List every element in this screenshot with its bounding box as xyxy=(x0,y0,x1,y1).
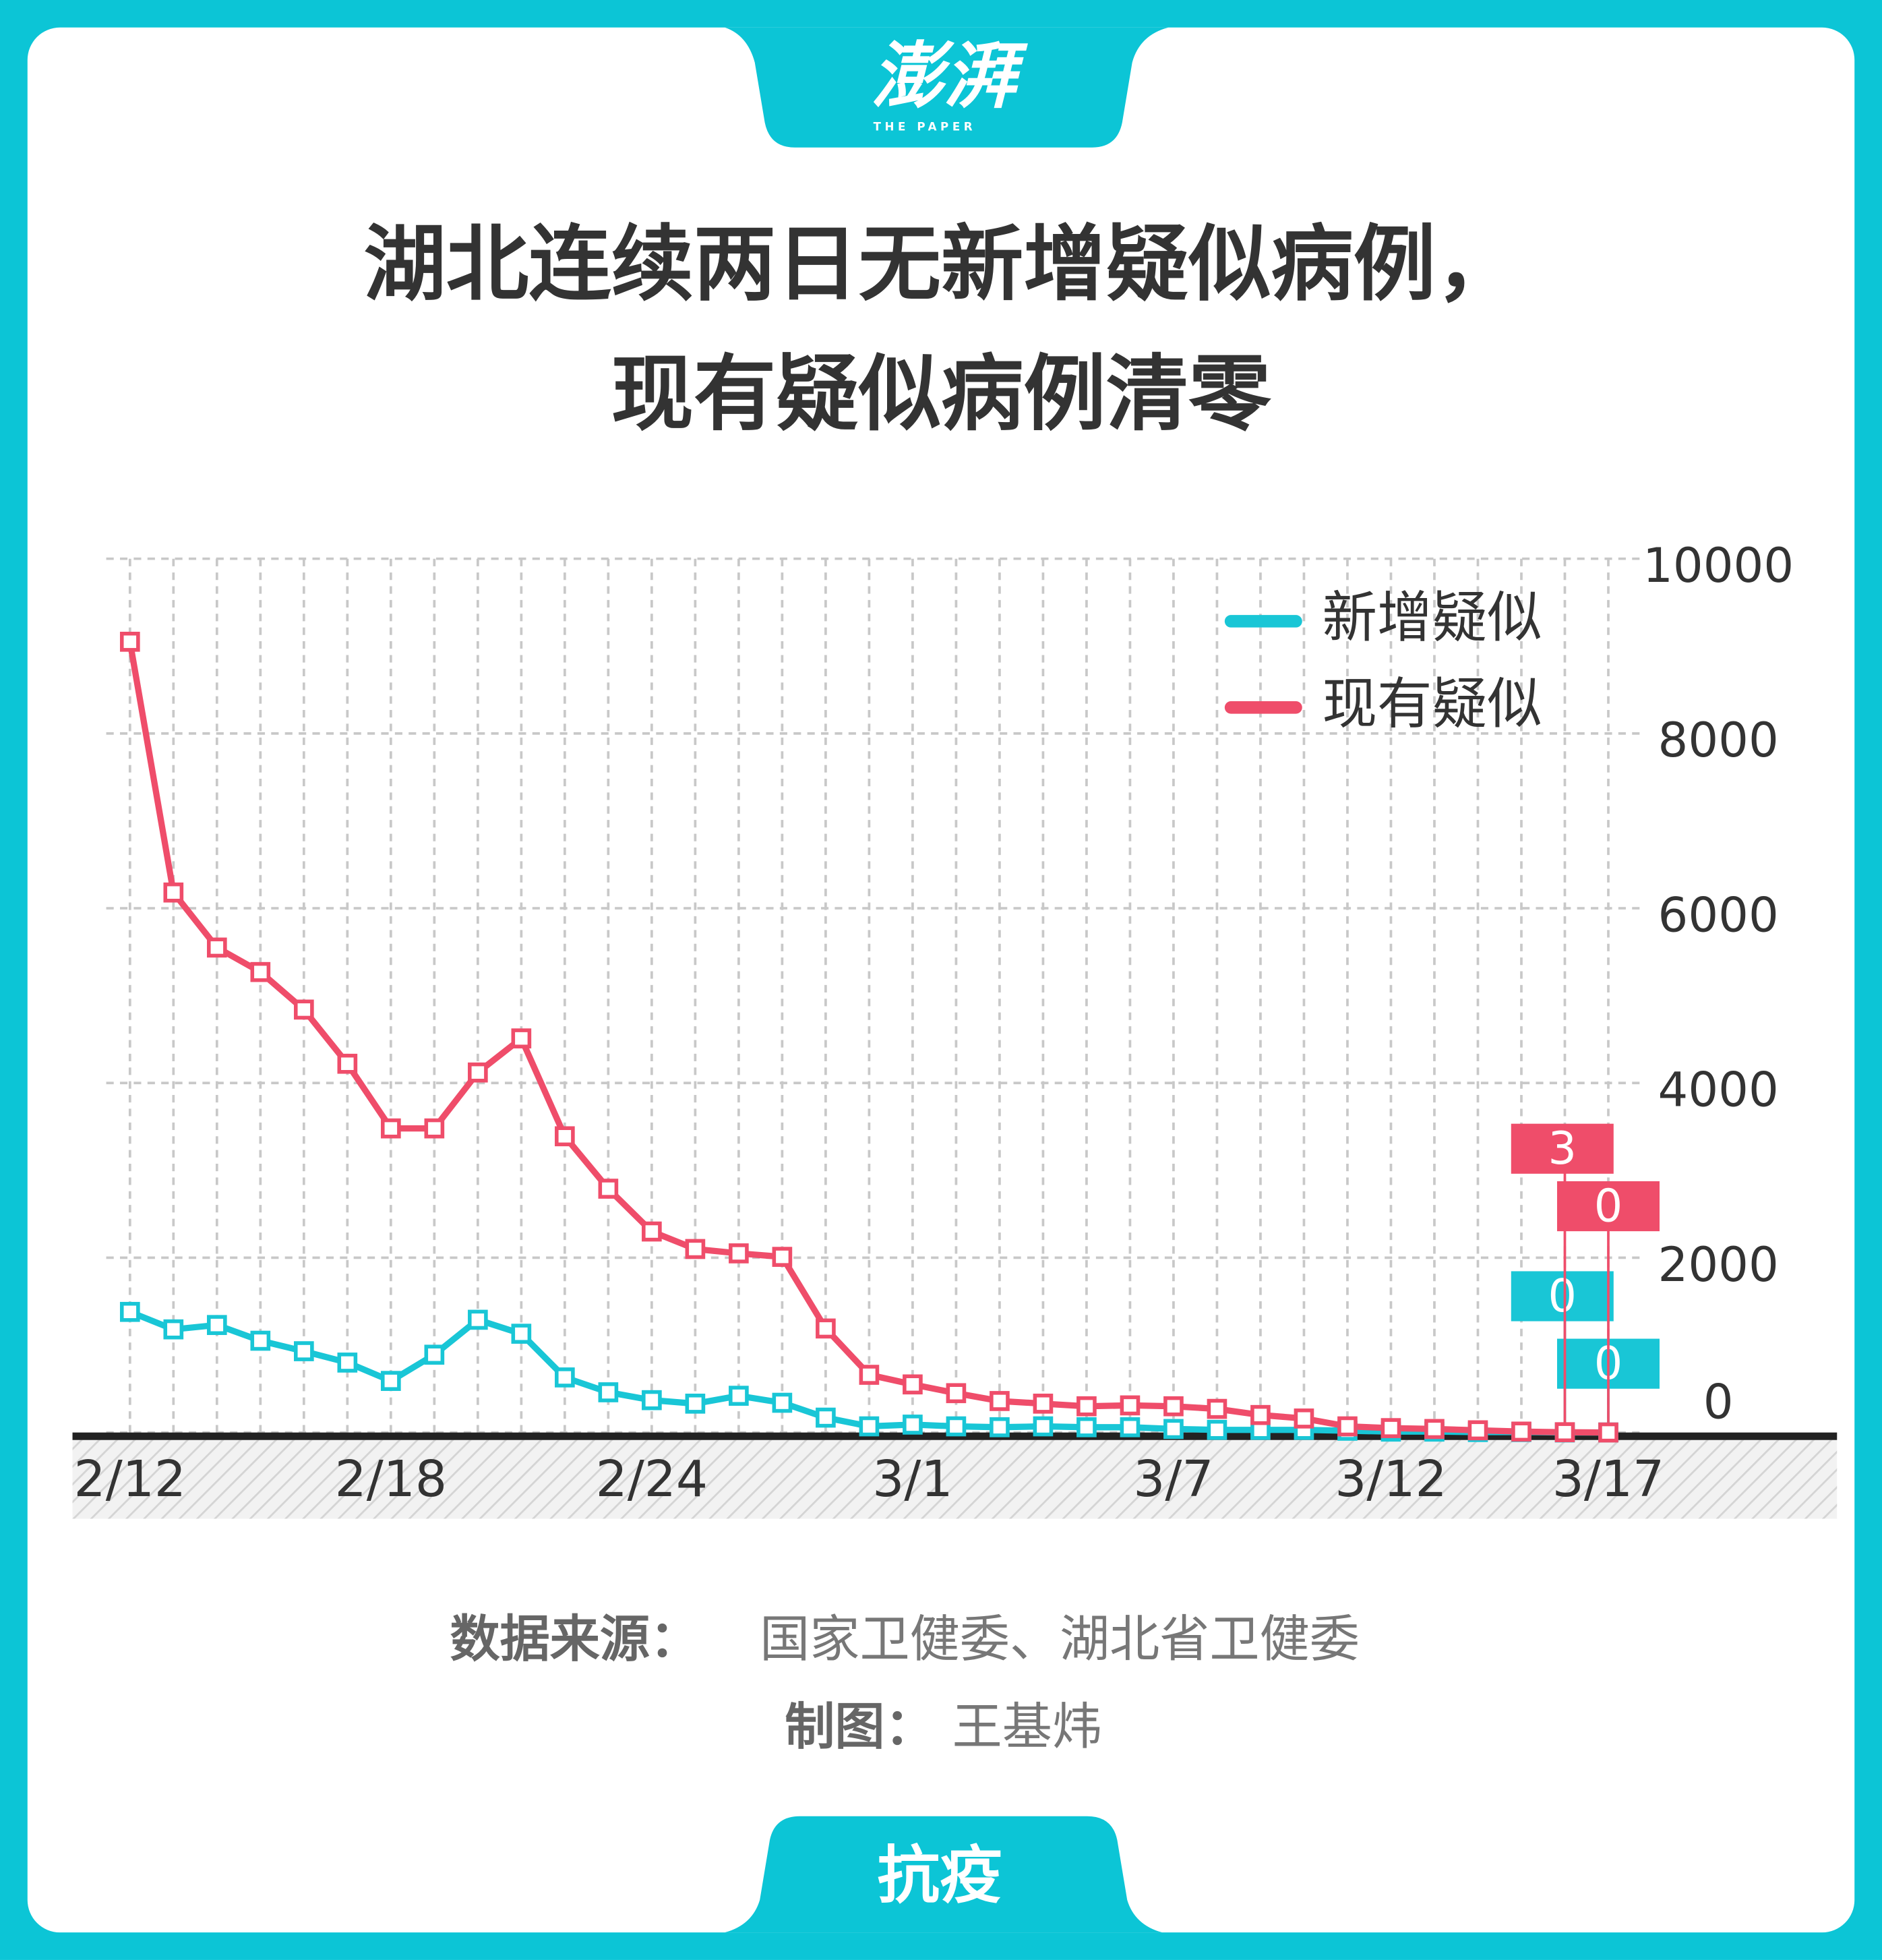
point xyxy=(729,1386,749,1406)
point xyxy=(1250,1404,1271,1425)
point xyxy=(1076,1417,1097,1437)
point xyxy=(468,1309,488,1330)
x-tick-label: 3/1 xyxy=(872,1450,952,1508)
point xyxy=(163,882,184,903)
point xyxy=(598,1382,619,1402)
point xyxy=(163,1319,184,1340)
point xyxy=(293,999,314,1020)
point xyxy=(946,1416,967,1437)
data-label: 0 xyxy=(1594,1179,1622,1232)
point xyxy=(511,1324,532,1344)
point xyxy=(1120,1395,1141,1416)
point xyxy=(685,1393,706,1414)
y-tick-label: 8000 xyxy=(1658,713,1779,768)
point xyxy=(1598,1422,1618,1443)
point xyxy=(1076,1396,1097,1417)
point xyxy=(1163,1396,1184,1417)
x-tick-label: 2/18 xyxy=(335,1450,448,1508)
x-tick-label: 3/7 xyxy=(1133,1450,1213,1508)
point xyxy=(1120,1417,1141,1437)
data-label: 3 xyxy=(1548,1122,1577,1175)
point xyxy=(555,1126,575,1147)
x-tick-label: 3/12 xyxy=(1335,1450,1447,1508)
point xyxy=(206,937,227,958)
point xyxy=(1033,1416,1054,1437)
point xyxy=(424,1118,445,1139)
x-tick-label: 3/17 xyxy=(1552,1450,1665,1508)
point xyxy=(642,1390,662,1410)
point xyxy=(381,1371,401,1391)
point xyxy=(816,1407,836,1428)
credit-text: 王基炜 xyxy=(952,1698,1102,1756)
logo-tab xyxy=(725,27,1169,148)
data-label: 0 xyxy=(1548,1270,1577,1322)
footer-tab xyxy=(725,1816,1163,1933)
point xyxy=(1207,1398,1227,1419)
point xyxy=(642,1221,662,1242)
point xyxy=(293,1341,314,1361)
credit-label: 制图： xyxy=(785,1698,934,1756)
point xyxy=(119,631,140,652)
point xyxy=(1207,1419,1227,1440)
y-tick-label: 10000 xyxy=(1643,538,1794,593)
point xyxy=(859,1365,880,1385)
point xyxy=(903,1374,923,1395)
logo-tagline: THE PAPER xyxy=(874,121,977,133)
y-tick-label: 4000 xyxy=(1658,1063,1779,1118)
point xyxy=(1554,1422,1575,1443)
chart-title: 湖北连续两日无新增疑似病例， 现有疑似病例清零 xyxy=(363,216,1519,443)
point xyxy=(598,1179,619,1199)
point xyxy=(337,1353,358,1373)
point xyxy=(903,1415,923,1435)
axis-hatch xyxy=(72,1439,1838,1519)
point xyxy=(990,1417,1010,1437)
point xyxy=(206,1315,227,1336)
point xyxy=(685,1239,706,1259)
source-label: 数据来源： xyxy=(450,1611,700,1669)
y-tick-label: 6000 xyxy=(1658,887,1779,943)
point xyxy=(1163,1419,1184,1439)
point xyxy=(381,1118,401,1139)
point xyxy=(859,1416,880,1437)
point xyxy=(1380,1418,1401,1438)
point xyxy=(424,1344,445,1365)
point xyxy=(772,1392,793,1413)
x-tick-label: 2/12 xyxy=(74,1450,187,1508)
point xyxy=(555,1367,575,1388)
source-text: 国家卫健委、湖北省卫健委 xyxy=(760,1611,1360,1669)
x-tick-label: 2/24 xyxy=(596,1450,708,1508)
point xyxy=(1294,1408,1314,1429)
point xyxy=(337,1053,358,1074)
plot: 0 2000 4000 6000 8000 10000 2/12 2/18 2/24 3/1 3/7… xyxy=(72,538,1838,1508)
y-tick-label: 0 xyxy=(1703,1374,1734,1429)
point xyxy=(729,1243,749,1264)
point xyxy=(946,1383,967,1404)
point xyxy=(250,1330,271,1351)
point xyxy=(119,1301,140,1322)
legend-label: 新增疑似 xyxy=(1322,586,1542,650)
point xyxy=(816,1318,836,1339)
point xyxy=(772,1247,793,1267)
point xyxy=(1467,1420,1488,1441)
point xyxy=(468,1062,488,1083)
label-box xyxy=(1511,1271,1614,1321)
point xyxy=(250,961,271,982)
point xyxy=(1033,1393,1054,1414)
point xyxy=(990,1391,1010,1411)
point xyxy=(1511,1421,1531,1442)
point xyxy=(1424,1419,1445,1439)
logo: 澎湃 xyxy=(871,34,1029,119)
footer-text: 抗疫 xyxy=(877,1839,1002,1912)
label-box xyxy=(1556,1181,1660,1232)
point xyxy=(1337,1416,1358,1437)
label-box xyxy=(1511,1123,1614,1174)
legend-label: 现有疑似 xyxy=(1322,672,1542,736)
point xyxy=(511,1028,532,1048)
y-tick-label: 2000 xyxy=(1658,1237,1779,1293)
